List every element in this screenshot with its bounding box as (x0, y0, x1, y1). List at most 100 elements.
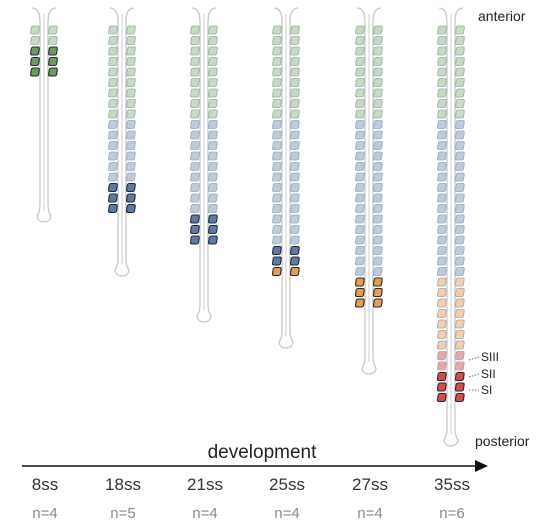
somite-left (108, 130, 118, 140)
somite-left (190, 151, 200, 161)
somite-right (454, 382, 465, 392)
somite-right (126, 36, 136, 45)
somite-right (373, 141, 383, 150)
somite-left (355, 130, 365, 140)
somite-right (48, 56, 58, 67)
segment-label-si: SI (481, 383, 492, 397)
somite-left (108, 99, 118, 108)
somite-left (437, 25, 447, 35)
somite-left (437, 151, 447, 161)
somite-right (373, 36, 383, 45)
somite-left (437, 141, 447, 150)
somite-left (437, 309, 447, 318)
somite-right (290, 204, 300, 213)
somite-right (373, 46, 383, 56)
somite-left (108, 78, 118, 87)
somite-left (437, 162, 447, 171)
somite-left (355, 235, 365, 245)
somite-left (190, 130, 200, 140)
somite-right (48, 25, 58, 35)
somite-right (125, 193, 136, 203)
somite-left (355, 36, 365, 45)
somite-left (108, 120, 118, 129)
somite-right (373, 172, 383, 182)
somite-left (272, 141, 282, 150)
somite-left (30, 56, 40, 67)
somite-right (208, 67, 218, 77)
somite-right (373, 225, 383, 234)
somite-right (290, 214, 300, 224)
somite-left (437, 298, 447, 308)
somite-right (48, 46, 58, 56)
somite-left (190, 172, 200, 182)
embryo-27ss (354, 7, 383, 375)
somite-left (355, 225, 365, 234)
development-arrowhead (475, 460, 488, 472)
somite-right (372, 298, 383, 308)
somite-right (373, 267, 383, 276)
somite-right (290, 46, 300, 56)
somite-left (190, 67, 200, 77)
somite-left (355, 141, 365, 150)
somite-left (437, 267, 447, 276)
somite-left (272, 162, 282, 171)
somite-left (437, 183, 447, 192)
neural-tube-outline (109, 7, 135, 277)
somite-left (355, 78, 365, 87)
somite-right (208, 109, 218, 119)
somite-left (437, 88, 447, 98)
somite-left (272, 99, 282, 108)
somite-left (355, 57, 365, 66)
somite-left (355, 172, 365, 182)
somite-right (208, 141, 218, 150)
somite-right (289, 245, 300, 256)
somite-right (126, 99, 136, 108)
somite-left (355, 256, 365, 266)
somite-right (207, 235, 218, 245)
somite-left (354, 277, 365, 287)
somite-left (437, 256, 447, 266)
somite-left (108, 67, 118, 77)
somite-right (455, 46, 465, 56)
somite-right (290, 172, 300, 182)
somite-right (455, 267, 465, 276)
somite-left (30, 67, 40, 77)
somite-right (289, 266, 300, 277)
somite-left (437, 225, 447, 234)
somite-right (455, 225, 465, 234)
somite-right (208, 151, 218, 161)
sample-count-27ss: n=4 (357, 505, 382, 522)
somite-right (455, 319, 465, 329)
somite-left (189, 214, 200, 224)
somite-left (190, 141, 200, 150)
somite-right (126, 25, 136, 35)
somite-right (208, 130, 218, 140)
sample-count-8ss: n=4 (32, 505, 57, 522)
somite-right (455, 120, 465, 129)
somite-left (437, 46, 447, 56)
somite-right (126, 141, 136, 150)
posterior-label: posterior (475, 433, 530, 449)
somite-right (290, 57, 300, 66)
somite-right (455, 88, 465, 98)
somite-left (272, 183, 282, 192)
somite-left (437, 361, 447, 371)
somite-left (272, 25, 282, 35)
somite-left (437, 120, 447, 129)
somite-right (455, 214, 465, 224)
somite-right (126, 109, 136, 119)
somite-right (126, 78, 136, 87)
somite-left (190, 99, 200, 108)
somite-left (272, 130, 282, 140)
somite-right (373, 120, 383, 129)
somite-right (373, 214, 383, 224)
somite-right (208, 78, 218, 87)
neural-tube-outline (356, 7, 382, 375)
somite-left (272, 214, 282, 224)
somite-right (290, 235, 300, 245)
somite-right (373, 151, 383, 161)
somite-right (455, 25, 465, 35)
somite-left (108, 172, 118, 182)
somite-right (289, 256, 300, 266)
somite-left (355, 246, 365, 255)
